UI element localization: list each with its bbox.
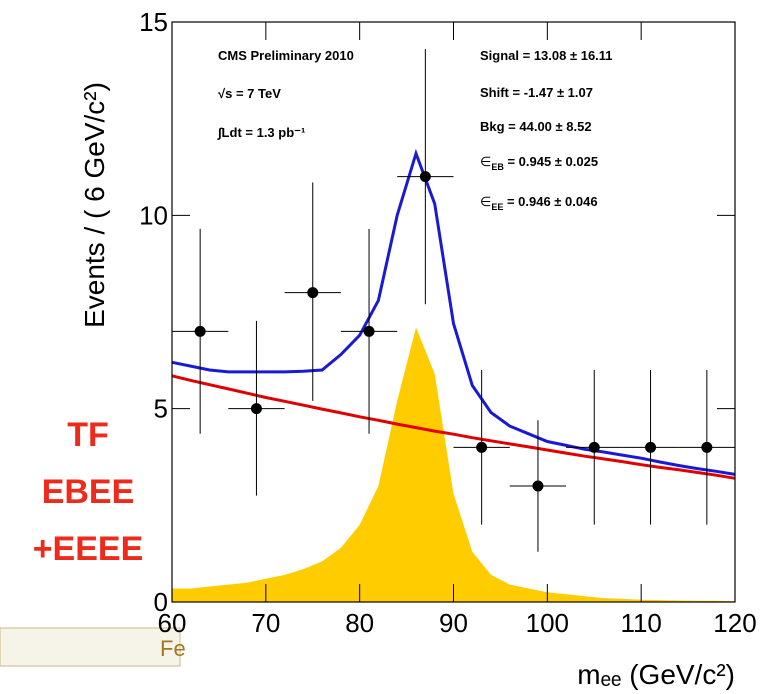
annotation: ∈EE = 0.946 ± 0.046: [480, 194, 598, 212]
annotation: Bkg = 44.00 ± 8.52: [480, 119, 592, 134]
annotation-text: = 0.945 ± 0.025: [504, 154, 598, 169]
y-tick-label: 15: [139, 7, 168, 37]
annotation-text: Signal = 13.08 ± 16.11: [480, 48, 613, 63]
x-tick-label: 80: [345, 608, 374, 638]
annotation-sub: EE: [491, 202, 503, 212]
x-tick-label: 100: [526, 608, 569, 638]
y-tick-label: 5: [154, 394, 168, 424]
x-tick-label: 120: [713, 608, 756, 638]
side-text: TF: [67, 416, 109, 454]
data-point: [532, 480, 544, 492]
data-point: [194, 325, 206, 337]
annotation-symbol: ∈: [480, 194, 491, 209]
data-point: [307, 287, 319, 299]
x-tick-label: 60: [158, 608, 187, 638]
x-tick-label: 90: [439, 608, 468, 638]
annotation: Signal = 13.08 ± 16.11: [480, 48, 613, 63]
annotation-text: Bkg = 44.00 ± 8.52: [480, 119, 592, 134]
side-text: EBEE: [42, 473, 135, 511]
annotation-sub: EB: [491, 162, 504, 172]
annotation: ∫Ldt = 1.3 pb⁻¹: [217, 125, 305, 140]
fit-line: [171, 374, 736, 480]
x-tick-label: 110: [620, 608, 661, 638]
annotation-text: Shift = -1.47 ± 1.07: [480, 85, 593, 100]
annotation: CMS Preliminary 2010: [218, 48, 354, 63]
signal-area: [172, 327, 735, 602]
data-point: [701, 441, 713, 453]
annotation: ∈EB = 0.945 ± 0.025: [480, 154, 598, 172]
x-axis-label: mₑₑ (GeV/c²): [577, 659, 735, 690]
x-tick-label: 70: [251, 608, 280, 638]
data-point: [363, 325, 375, 337]
annotation-symbol: ∈: [480, 154, 491, 169]
fit-line: [171, 148, 736, 476]
data-point: [588, 441, 600, 453]
side-text: +EEEE: [33, 530, 144, 568]
data-point: [645, 441, 657, 453]
annotation-text: = 0.946 ± 0.046: [503, 194, 597, 209]
data-point: [419, 171, 431, 183]
footer-box: [0, 627, 181, 667]
data-point: [250, 403, 262, 415]
y-tick-label: 0: [154, 587, 168, 617]
footer-text: Fe: [160, 636, 186, 661]
annotation: √s = 7 TeV: [218, 86, 281, 101]
annotation: Shift = -1.47 ± 1.07: [480, 85, 593, 100]
y-tick-label: 10: [139, 200, 168, 230]
y-axis-label: Events / ( 6 GeV/c²): [79, 82, 110, 328]
data-point: [476, 441, 488, 453]
